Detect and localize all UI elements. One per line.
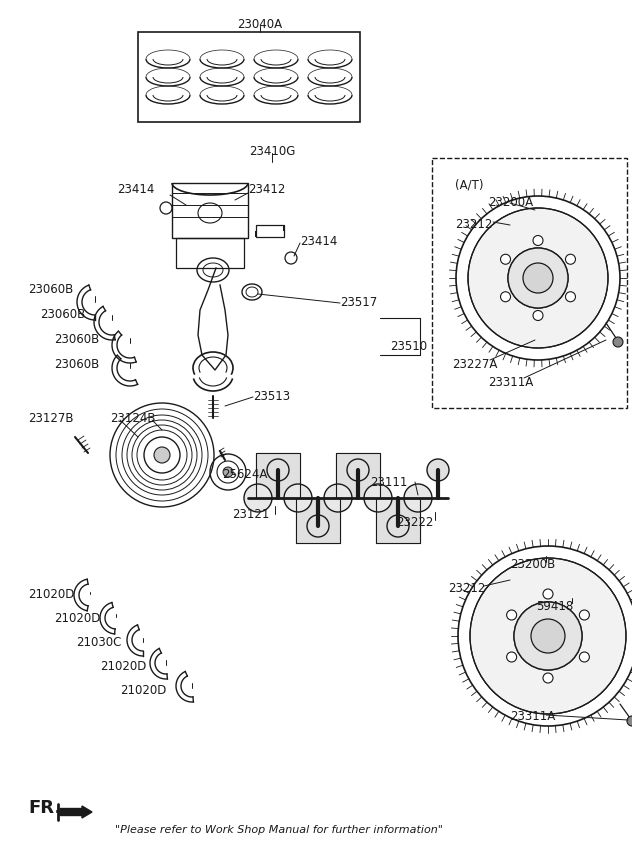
Circle shape (508, 248, 568, 308)
Circle shape (501, 291, 511, 302)
Circle shape (470, 558, 626, 714)
Text: 23412: 23412 (248, 183, 286, 196)
Text: 23410G: 23410G (249, 145, 295, 158)
Circle shape (468, 208, 608, 348)
Circle shape (154, 447, 170, 463)
Text: 21020D: 21020D (28, 588, 75, 601)
Circle shape (514, 602, 582, 670)
Circle shape (284, 484, 312, 512)
Text: 21020D: 21020D (54, 612, 100, 625)
Text: FR.: FR. (28, 799, 61, 817)
Circle shape (613, 337, 623, 347)
Circle shape (543, 589, 553, 599)
Circle shape (580, 652, 590, 662)
Text: "Please refer to Work Shop Manual for further information": "Please refer to Work Shop Manual for fu… (115, 825, 443, 835)
Circle shape (523, 263, 553, 293)
Text: 21020D: 21020D (120, 684, 166, 697)
Text: 23222: 23222 (396, 516, 434, 529)
Circle shape (427, 459, 449, 481)
Text: 23311A: 23311A (510, 710, 556, 723)
Text: 59418: 59418 (536, 600, 573, 613)
Bar (256, 225, 284, 237)
Circle shape (566, 254, 576, 264)
Circle shape (267, 459, 289, 481)
Text: 23212: 23212 (455, 218, 492, 231)
Text: 23200B: 23200B (510, 558, 556, 571)
Circle shape (364, 484, 392, 512)
Text: 21030C: 21030C (76, 636, 121, 649)
Text: 25624A: 25624A (222, 468, 267, 481)
Polygon shape (256, 453, 300, 498)
Circle shape (533, 311, 543, 320)
Circle shape (223, 467, 233, 477)
Polygon shape (336, 453, 380, 498)
Bar (432, 158, 627, 408)
Text: 23200A: 23200A (488, 196, 533, 209)
Text: 23414: 23414 (118, 183, 155, 196)
Text: (A/T): (A/T) (455, 178, 483, 191)
Circle shape (347, 459, 369, 481)
Bar (176, 238, 244, 268)
Circle shape (507, 610, 516, 620)
Text: 23121: 23121 (232, 508, 269, 521)
Polygon shape (376, 498, 420, 543)
Text: 23060B: 23060B (54, 333, 99, 346)
Text: 23227A: 23227A (452, 358, 497, 371)
Text: 23124B: 23124B (110, 412, 155, 425)
Circle shape (627, 716, 632, 726)
Text: 23060B: 23060B (28, 283, 73, 296)
Text: 23127B: 23127B (28, 412, 73, 425)
FancyArrow shape (60, 806, 92, 818)
Text: 23513: 23513 (253, 390, 290, 403)
Text: 23060B: 23060B (54, 358, 99, 371)
Circle shape (307, 515, 329, 537)
Text: 23212: 23212 (448, 582, 485, 595)
Text: 23111: 23111 (370, 476, 408, 489)
Circle shape (244, 484, 272, 512)
Text: 23510: 23510 (390, 340, 427, 353)
Circle shape (404, 484, 432, 512)
Bar (172, 183, 248, 238)
Circle shape (533, 235, 543, 246)
Circle shape (566, 291, 576, 302)
Text: 23040A: 23040A (238, 18, 283, 31)
Bar (138, 32, 360, 122)
Polygon shape (296, 498, 340, 543)
Text: 23060B: 23060B (40, 308, 85, 321)
Circle shape (543, 673, 553, 683)
Circle shape (531, 619, 565, 653)
Text: 23517: 23517 (340, 296, 377, 309)
Circle shape (324, 484, 352, 512)
Circle shape (501, 254, 511, 264)
Circle shape (387, 515, 409, 537)
Circle shape (507, 652, 516, 662)
Text: 23414: 23414 (300, 235, 337, 248)
Text: 23311A: 23311A (488, 376, 533, 389)
Circle shape (580, 610, 590, 620)
Text: 21020D: 21020D (100, 660, 147, 673)
